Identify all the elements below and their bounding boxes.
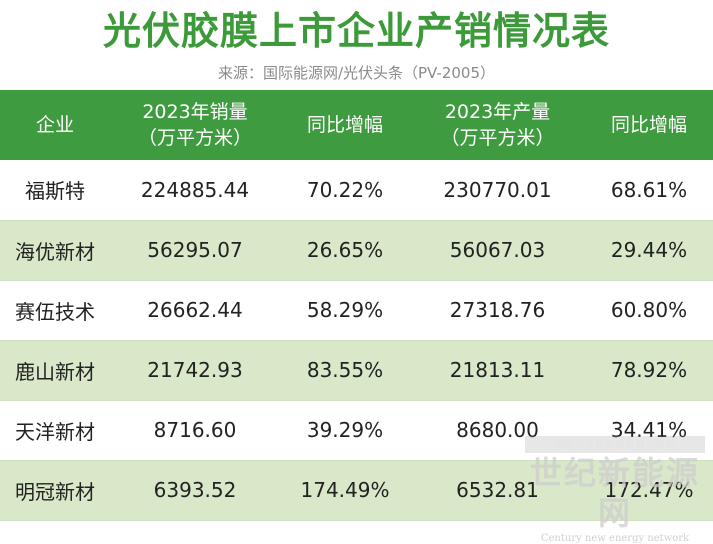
table-row: 福斯特 224885.44 70.22% 230770.01 68.61% <box>0 160 713 221</box>
table-row: 海优新材 56295.07 26.65% 56067.03 29.44% <box>0 220 713 281</box>
cell-output: 56067.03 <box>410 220 585 281</box>
cell-sales-yoy: 174.49% <box>280 460 410 521</box>
cell-company: 鹿山新材 <box>0 340 110 401</box>
cell-sales: 21742.93 <box>110 340 280 401</box>
cell-output: 8680.00 <box>410 400 585 461</box>
sales-output-table: 企业 2023年销量 （万平方米） 同比增幅 2023年产量 （万平方米） 同比… <box>0 90 713 521</box>
table-row: 明冠新材 6393.52 174.49% 6532.81 172.47% <box>0 460 713 521</box>
cell-sales-yoy: 39.29% <box>280 400 410 461</box>
cell-sales: 6393.52 <box>110 460 280 521</box>
cell-output: 230770.01 <box>410 160 585 221</box>
cell-sales: 8716.60 <box>110 400 280 461</box>
page-title: 光伏胶膜上市企业产销情况表 <box>102 9 610 53</box>
cell-sales-yoy: 70.22% <box>280 160 410 221</box>
header-output-label: 2023年产量 <box>444 101 551 123</box>
cell-output-yoy: 78.92% <box>585 340 713 401</box>
table-row: 鹿山新材 21742.93 83.55% 21813.11 78.92% <box>0 340 713 401</box>
cell-company: 赛伍技术 <box>0 280 110 341</box>
header-company: 企业 <box>0 90 110 160</box>
header-sales-yoy: 同比增幅 <box>280 90 410 160</box>
cell-output-yoy: 60.80% <box>585 280 713 341</box>
cell-sales: 56295.07 <box>110 220 280 281</box>
cell-output: 21813.11 <box>410 340 585 401</box>
cell-sales: 26662.44 <box>110 280 280 341</box>
cell-company: 天洋新材 <box>0 400 110 461</box>
table-row: 赛伍技术 26662.44 58.29% 27318.76 60.80% <box>0 280 713 341</box>
table-header: 企业 2023年销量 （万平方米） 同比增幅 2023年产量 （万平方米） 同比… <box>0 90 713 160</box>
header-company-label: 企业 <box>35 114 74 136</box>
cell-output-yoy: 29.44% <box>585 220 713 281</box>
header-output-yoy-label: 同比增幅 <box>610 114 687 136</box>
cell-output-yoy: 172.47% <box>585 460 713 521</box>
watermark-english-text: Century new energy network <box>540 533 690 544</box>
cell-output: 6532.81 <box>410 460 585 521</box>
header-sales-label: 2023年销量 <box>142 101 248 123</box>
cell-output: 27318.76 <box>410 280 585 341</box>
table-row: 天洋新材 8716.60 39.29% 8680.00 34.41% <box>0 400 713 461</box>
header-sales-unit: （万平方米） <box>137 127 252 149</box>
cell-company: 福斯特 <box>0 160 110 221</box>
cell-output-yoy: 68.61% <box>585 160 713 221</box>
cell-sales: 224885.44 <box>110 160 280 221</box>
cell-sales-yoy: 83.55% <box>280 340 410 401</box>
cell-company: 明冠新材 <box>0 460 110 521</box>
cell-sales-yoy: 26.65% <box>280 220 410 281</box>
header-output: 2023年产量 （万平方米） <box>410 90 585 160</box>
source-note: 来源：国际能源网/光伏头条（PV-2005） <box>217 64 496 82</box>
table-body: 福斯特 224885.44 70.22% 230770.01 68.61% 海优… <box>0 160 713 521</box>
cell-company: 海优新材 <box>0 220 110 281</box>
header-sales: 2023年销量 （万平方米） <box>110 90 280 160</box>
header-output-unit: （万平方米） <box>440 127 555 149</box>
header-output-yoy: 同比增幅 <box>585 90 713 160</box>
cell-output-yoy: 34.41% <box>585 400 713 461</box>
header-sales-yoy-label: 同比增幅 <box>306 114 383 136</box>
cell-sales-yoy: 58.29% <box>280 280 410 341</box>
header-row: 企业 2023年销量 （万平方米） 同比增幅 2023年产量 （万平方米） 同比… <box>0 90 713 160</box>
